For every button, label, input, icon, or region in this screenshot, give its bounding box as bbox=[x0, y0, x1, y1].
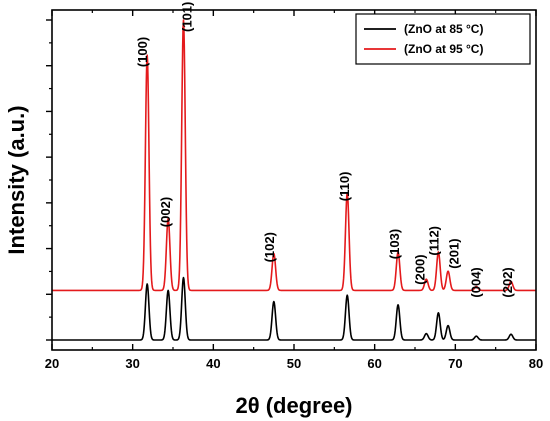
legend-label: (ZnO at 85 °C) bbox=[404, 22, 483, 36]
peak-label: (110) bbox=[337, 172, 352, 202]
x-tick-label: 30 bbox=[125, 356, 139, 371]
peak-label: (102) bbox=[262, 232, 277, 262]
x-tick-label: 70 bbox=[448, 356, 462, 371]
axes: 20 30 40 50 60 70 80 bbox=[45, 9, 543, 371]
peak-label: (100) bbox=[135, 37, 150, 67]
legend-box bbox=[355, 13, 531, 65]
x-tick-label: 60 bbox=[367, 356, 381, 371]
series-line-1 bbox=[51, 276, 537, 341]
series-layer bbox=[51, 19, 537, 341]
legend-label: (ZnO at 95 °C) bbox=[404, 42, 483, 56]
y-axis-title: Intensity (a.u.) bbox=[4, 105, 29, 254]
peak-label: (202) bbox=[500, 267, 515, 297]
x-tick-label: 40 bbox=[206, 356, 220, 371]
series-line-2 bbox=[51, 19, 537, 292]
x-axis-title: 2θ (degree) bbox=[235, 393, 352, 418]
legend: (ZnO at 85 °C) (ZnO at 95 °C) bbox=[355, 13, 531, 65]
peak-label: (200) bbox=[413, 254, 428, 284]
peak-label: (103) bbox=[387, 229, 402, 259]
x-tick-label: 50 bbox=[287, 356, 301, 371]
peak-label: (002) bbox=[158, 197, 173, 227]
peak-label: (004) bbox=[468, 267, 483, 297]
x-tick-label: 80 bbox=[529, 356, 543, 371]
x-tick-label: 20 bbox=[45, 356, 59, 371]
peak-label: (101) bbox=[180, 2, 195, 32]
peak-label: (112) bbox=[426, 226, 441, 256]
peak-label: (201) bbox=[447, 238, 462, 268]
